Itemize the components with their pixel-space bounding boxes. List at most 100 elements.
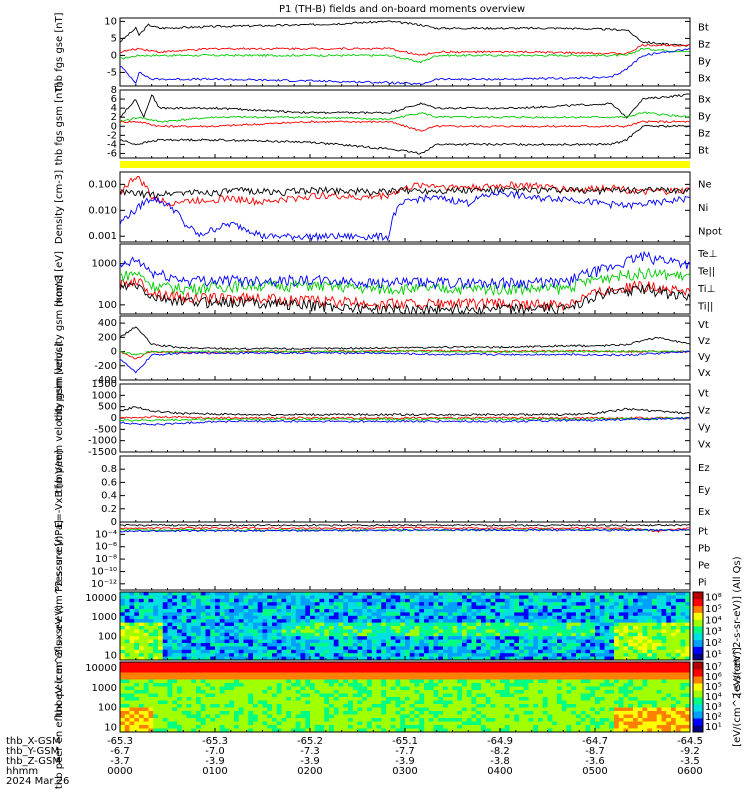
cell — [452, 665, 458, 670]
cell — [376, 639, 382, 644]
cell — [224, 622, 230, 627]
cell — [267, 690, 273, 694]
cell — [124, 612, 130, 617]
cell — [362, 598, 368, 603]
cell — [381, 669, 387, 673]
cell — [647, 615, 653, 620]
cell — [314, 665, 320, 670]
cell — [319, 693, 325, 698]
cell — [618, 646, 624, 651]
cell — [580, 649, 586, 654]
cell — [637, 602, 643, 607]
cell — [291, 636, 297, 641]
cell — [291, 665, 297, 670]
cell — [504, 653, 510, 658]
cell — [557, 728, 563, 733]
cell — [343, 653, 349, 658]
cell — [219, 718, 225, 722]
cell — [295, 697, 301, 701]
cell — [348, 707, 354, 712]
cell — [367, 612, 373, 617]
cell — [300, 643, 306, 647]
cell — [158, 700, 164, 705]
cell — [305, 728, 311, 733]
cell — [376, 619, 382, 624]
cell — [504, 686, 510, 691]
cell — [276, 598, 282, 603]
cell — [314, 686, 320, 691]
cell — [272, 704, 278, 708]
cell — [333, 629, 339, 634]
cell — [633, 636, 639, 641]
cell — [419, 725, 425, 729]
cell — [433, 592, 439, 596]
cell — [124, 683, 130, 687]
cell — [495, 693, 501, 698]
cell — [162, 679, 168, 684]
cell — [281, 612, 287, 617]
cell — [504, 711, 510, 715]
colorbar-step — [693, 649, 703, 654]
cell — [576, 649, 582, 654]
cell — [329, 643, 335, 647]
cell — [167, 721, 173, 726]
cell — [153, 725, 159, 729]
cell — [162, 643, 168, 647]
series-line-Pi — [119, 528, 691, 533]
cell — [443, 714, 449, 719]
cell — [248, 665, 254, 670]
cell — [419, 669, 425, 673]
cell — [238, 721, 244, 726]
series-line-Vz — [119, 349, 691, 360]
cell — [428, 646, 434, 651]
cell — [229, 683, 235, 687]
cell — [134, 639, 140, 644]
cell — [400, 626, 406, 630]
cell — [428, 653, 434, 658]
cell — [338, 686, 344, 691]
cell — [371, 619, 377, 624]
cell — [647, 612, 653, 617]
cell — [348, 683, 354, 687]
cell — [205, 728, 211, 733]
cell — [371, 728, 377, 733]
cell — [120, 676, 126, 680]
cell — [495, 697, 501, 701]
cell — [200, 704, 206, 708]
cell — [158, 714, 164, 719]
cell — [267, 669, 273, 673]
cell — [348, 676, 354, 680]
cell — [447, 629, 453, 634]
cell — [148, 662, 154, 666]
cell — [656, 595, 662, 600]
cell — [576, 653, 582, 658]
cell — [462, 626, 468, 630]
cell — [647, 595, 653, 600]
cell — [181, 728, 187, 733]
cell — [438, 679, 444, 684]
cell — [680, 605, 686, 610]
cell — [243, 609, 249, 613]
cell — [424, 653, 430, 658]
cell — [656, 656, 662, 661]
cell — [253, 707, 259, 712]
cell — [219, 653, 225, 658]
cell — [177, 595, 183, 600]
cell — [200, 693, 206, 698]
cell — [129, 649, 135, 654]
cell — [433, 679, 439, 684]
cell — [504, 636, 510, 641]
cell — [476, 718, 482, 722]
cell — [409, 672, 415, 677]
cell — [504, 707, 510, 712]
cell — [143, 609, 149, 613]
legend-Te||: Te|| — [697, 266, 715, 277]
cell — [447, 602, 453, 607]
cell — [352, 728, 358, 733]
cell — [338, 700, 344, 705]
cell — [500, 646, 506, 651]
cell — [319, 711, 325, 715]
cell — [585, 665, 591, 670]
cell — [286, 649, 292, 654]
cell — [481, 725, 487, 729]
